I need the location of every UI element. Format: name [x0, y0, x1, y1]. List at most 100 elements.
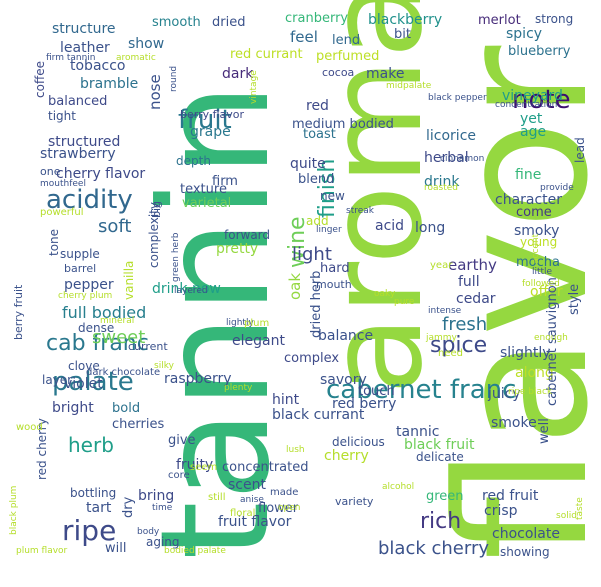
cloud-word: core — [168, 470, 190, 481]
cloud-word: bright — [52, 400, 94, 416]
cloud-word: layered — [174, 286, 208, 296]
cloud-word: will — [105, 541, 126, 556]
cloud-word: year — [430, 260, 453, 271]
cloud-word: vineyard — [502, 88, 563, 104]
cloud-word: acid — [375, 218, 404, 234]
cloud-word: black currant — [272, 407, 365, 423]
cloud-word: concentration — [495, 100, 557, 110]
cloud-word: plum — [244, 318, 269, 329]
cloud-word: fruit flavor — [218, 514, 292, 530]
cloud-word: medium bodied — [292, 117, 394, 132]
cloud-word: midpalate — [386, 81, 432, 91]
cloud-word: intense — [428, 306, 462, 316]
cloud-word: delicious — [332, 435, 385, 449]
cloud-word: complexity — [147, 202, 161, 268]
cloud-word: ripe — [62, 514, 116, 547]
cloud-word: full — [458, 274, 480, 290]
cloud-word: texture — [180, 182, 227, 197]
cloud-word: clove — [68, 359, 100, 373]
cloud-word: spicy — [506, 26, 542, 42]
cloud-word: pepper — [64, 277, 114, 293]
cloud-word: red fruit — [482, 488, 539, 504]
cloud-word: oak — [286, 273, 304, 300]
cloud-word: licorice — [426, 128, 476, 144]
cloud-word: hint — [272, 392, 300, 408]
cloud-word: crisp — [484, 503, 518, 519]
cloud-word: green — [426, 489, 464, 504]
cloud-word: yet — [520, 111, 543, 127]
cloud-word: ripe black — [508, 387, 553, 397]
cloud-word: tannic — [396, 424, 439, 440]
cloud-word: cherries — [112, 417, 164, 432]
cloud-word: layer — [42, 373, 72, 387]
cloud-word: green herb — [171, 232, 181, 282]
cloud-word: roasted — [424, 183, 458, 193]
cloud-word: herbal — [424, 150, 469, 166]
cloud-word: plenty — [224, 383, 253, 393]
cloud-word: come — [516, 205, 552, 220]
cloud-word: cabernet franc — [326, 375, 516, 405]
cloud-word: wood — [16, 422, 43, 433]
cloud-word: cherry plum — [58, 291, 112, 301]
cloud-word: raspberry — [164, 371, 232, 387]
cloud-word: perfumed — [316, 49, 379, 64]
cloud-word: note — [512, 85, 571, 115]
cloud-word: aromatic — [116, 53, 156, 63]
cloud-word: elegant — [232, 333, 285, 349]
cloud-word: balance — [318, 328, 373, 344]
cloud-word: berry flavor — [180, 108, 245, 121]
cloud-word: dark — [222, 66, 254, 82]
cloud-word: still — [208, 492, 225, 503]
cloud-word: need — [438, 348, 463, 359]
cloud-word: vintage — [249, 70, 259, 104]
cloud-word: along — [515, 365, 554, 381]
cloud-word: offer — [530, 284, 563, 300]
cloud-word: aging — [146, 535, 180, 549]
cloud-word: bold — [112, 401, 140, 416]
cloud-word: lush — [286, 445, 305, 455]
cloud-word: dried herb — [309, 271, 324, 338]
cloud-word: one — [40, 165, 61, 178]
cloud-word: soft — [98, 216, 131, 237]
cloud-word: bodied palate — [164, 546, 226, 556]
cloud-word: merlot — [478, 13, 521, 28]
cloud-word: herb — [68, 433, 114, 457]
cloud-word: provide — [540, 183, 574, 193]
cloud-word: powerful — [40, 207, 84, 218]
cloud-word: strong — [535, 12, 573, 26]
cloud-word: open — [278, 503, 300, 513]
cloud-word: tobacco — [70, 58, 125, 74]
cloud-word: flower — [258, 501, 299, 516]
cloud-word: fine — [515, 167, 541, 183]
cloud-word: oaky — [374, 289, 396, 299]
cloud-word: anise — [240, 495, 264, 505]
cloud-word: well — [537, 418, 552, 444]
cloud-word: firm tannin — [46, 53, 96, 63]
cloud-word: coffee — [33, 61, 47, 98]
cloud-word: complex — [284, 351, 339, 366]
cloud-word: pretty — [216, 241, 258, 257]
cloud-word: spice — [430, 333, 487, 358]
cloud-word: juicy — [487, 386, 521, 402]
cloud-word: long — [415, 220, 445, 236]
cloud-word: cocoa — [322, 66, 354, 79]
cloud-word: bottling — [70, 486, 116, 500]
cloud-word: body — [137, 527, 160, 537]
cloud-word: plum flavor — [16, 546, 68, 556]
cloud-word: lend — [332, 33, 360, 48]
cloud-word: bramble — [80, 76, 138, 92]
cloud-word: balanced — [48, 94, 107, 109]
cloud-word: depth — [176, 154, 211, 168]
cloud-word: show — [128, 36, 164, 52]
cloud-word: blueberry — [508, 44, 571, 59]
cloud-word: tone — [47, 229, 61, 256]
cloud-word: little — [532, 267, 553, 277]
cloud-word: tight — [48, 109, 76, 123]
cloud-word: violet — [64, 376, 103, 392]
cloud-word: mouth — [316, 278, 352, 291]
cloud-word: mouthfeel — [40, 179, 86, 189]
cloud-word: lightly — [226, 318, 254, 328]
cloud-word: style — [567, 284, 582, 315]
cloud-word: finish — [315, 159, 340, 218]
